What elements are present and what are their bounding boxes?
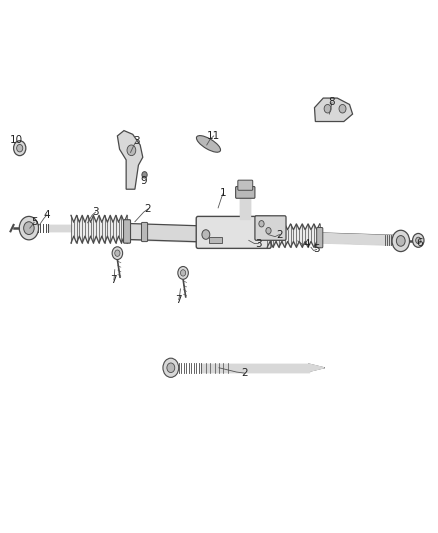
FancyBboxPatch shape — [196, 216, 271, 248]
Circle shape — [202, 230, 210, 239]
Polygon shape — [314, 98, 353, 122]
Text: 7: 7 — [110, 275, 117, 285]
Text: 9: 9 — [140, 176, 147, 186]
Circle shape — [413, 233, 424, 247]
Circle shape — [178, 266, 188, 279]
Text: 6: 6 — [416, 238, 423, 248]
Polygon shape — [309, 364, 324, 372]
Text: 5: 5 — [31, 217, 38, 227]
Circle shape — [416, 237, 421, 244]
Text: 5: 5 — [313, 245, 320, 254]
FancyBboxPatch shape — [317, 228, 323, 248]
Polygon shape — [117, 131, 143, 189]
Circle shape — [17, 144, 23, 152]
Ellipse shape — [196, 135, 221, 152]
FancyBboxPatch shape — [124, 220, 131, 243]
Text: 10: 10 — [10, 135, 23, 144]
Text: 2: 2 — [241, 368, 248, 378]
Circle shape — [339, 104, 346, 113]
Circle shape — [396, 236, 405, 246]
Text: 11: 11 — [207, 131, 220, 141]
Text: 2: 2 — [276, 230, 283, 239]
Circle shape — [19, 216, 39, 240]
Circle shape — [324, 104, 331, 113]
Circle shape — [24, 222, 34, 235]
Text: 3: 3 — [255, 239, 262, 248]
Text: 4: 4 — [43, 210, 50, 220]
Text: 8: 8 — [328, 98, 336, 107]
FancyBboxPatch shape — [141, 222, 148, 241]
Circle shape — [127, 145, 136, 156]
FancyBboxPatch shape — [236, 187, 255, 198]
Text: 2: 2 — [145, 204, 152, 214]
Circle shape — [167, 363, 175, 373]
Circle shape — [266, 228, 271, 234]
Circle shape — [142, 172, 147, 178]
Circle shape — [257, 225, 265, 235]
Circle shape — [259, 221, 264, 227]
Circle shape — [392, 230, 410, 252]
Circle shape — [112, 247, 123, 260]
Circle shape — [180, 270, 186, 276]
Text: 4: 4 — [303, 239, 310, 248]
Circle shape — [163, 358, 179, 377]
Text: 7: 7 — [175, 295, 182, 304]
Circle shape — [14, 141, 26, 156]
FancyBboxPatch shape — [255, 216, 286, 240]
FancyBboxPatch shape — [209, 237, 222, 243]
Text: 3: 3 — [92, 207, 99, 217]
FancyBboxPatch shape — [238, 180, 253, 190]
Text: 3: 3 — [133, 136, 140, 146]
Circle shape — [115, 250, 120, 256]
Text: 1: 1 — [220, 188, 227, 198]
